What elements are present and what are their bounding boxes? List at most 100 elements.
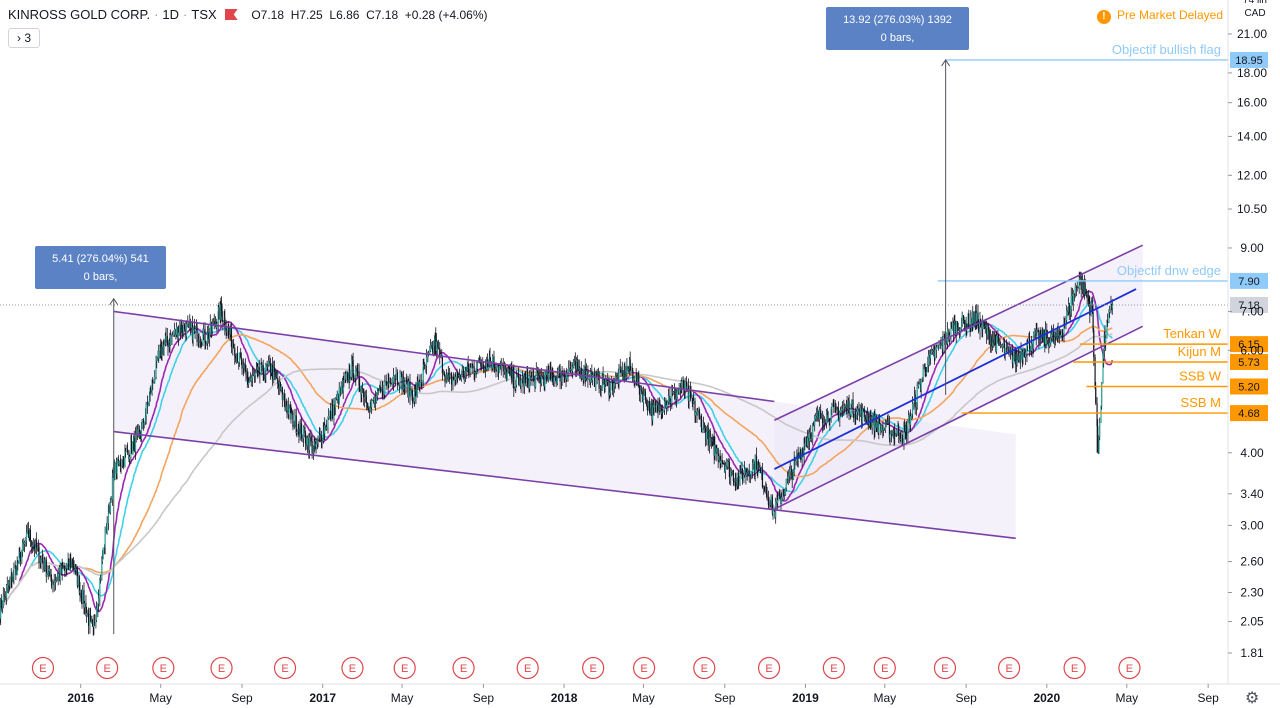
candle <box>648 400 650 411</box>
channel-upper-ascending[interactable] <box>774 244 1144 421</box>
candle-body <box>898 426 900 436</box>
candle <box>363 391 365 408</box>
earnings-marker[interactable]: E <box>31 656 55 680</box>
earnings-marker[interactable]: E <box>933 656 957 680</box>
candle-body <box>200 342 202 343</box>
candle <box>922 364 924 382</box>
candle-body <box>584 366 586 380</box>
candle-body <box>336 394 338 399</box>
earnings-marker[interactable]: E <box>1118 656 1141 680</box>
candle-body <box>137 429 139 431</box>
earnings-marker[interactable]: E <box>273 656 297 680</box>
candle <box>740 464 742 474</box>
earnings-marker[interactable]: E <box>210 656 233 680</box>
earnings-circle <box>582 656 605 680</box>
earnings-marker[interactable]: E <box>693 656 716 680</box>
earnings-marker[interactable]: E <box>873 656 896 680</box>
candle-body <box>827 411 829 420</box>
level-tag <box>1230 272 1268 289</box>
candle <box>849 413 852 420</box>
candle <box>33 539 35 558</box>
candle-body <box>841 409 843 411</box>
candle <box>336 390 338 404</box>
candle <box>927 349 930 373</box>
earnings-marker[interactable]: E <box>757 656 781 680</box>
candle-body <box>1109 309 1111 313</box>
level-kijun-m[interactable]: Kijun M5.73 <box>1073 344 1268 370</box>
candle-body <box>130 440 133 454</box>
level-ssb-m[interactable]: SSB M4.68 <box>961 395 1268 422</box>
level-tenkan-w[interactable]: Tenkan W6.15 <box>1079 326 1268 353</box>
candle-body <box>688 390 690 401</box>
candle <box>693 392 695 405</box>
candle-body <box>1086 294 1088 298</box>
earnings-marker[interactable]: E <box>1063 656 1086 680</box>
earnings-marker[interactable]: E <box>632 656 656 680</box>
earnings-marker[interactable]: E <box>393 656 416 680</box>
market-status[interactable]: ! Pre Market Delayed <box>1096 8 1223 24</box>
candle-body <box>564 375 566 377</box>
level-ssb-w[interactable]: SSB W5.20 <box>1086 368 1268 395</box>
candle <box>1103 348 1105 368</box>
candle-body <box>984 326 986 328</box>
flag-icon[interactable] <box>224 9 238 20</box>
channel-lower-descending[interactable] <box>113 430 1016 540</box>
earnings-marker[interactable]: E <box>96 656 119 680</box>
blue-trendline[interactable] <box>773 288 1137 470</box>
earnings-marker[interactable]: E <box>998 656 1021 680</box>
candle-body <box>735 478 737 487</box>
candle <box>896 429 898 437</box>
interval-label[interactable]: 1D <box>162 7 180 22</box>
earnings-marker[interactable]: E <box>452 656 475 680</box>
candle-body <box>164 339 166 345</box>
gear-icon[interactable]: ⚙ <box>1245 690 1260 707</box>
candle <box>995 333 997 353</box>
channel-upper-descending[interactable] <box>113 310 775 403</box>
candle-body <box>145 403 147 416</box>
earnings-marker[interactable]: E <box>341 656 364 680</box>
candle <box>531 371 533 381</box>
candle <box>81 593 83 609</box>
candle-body <box>749 474 752 477</box>
earnings-marker[interactable]: E <box>582 656 605 680</box>
earnings-marker[interactable]: E <box>152 656 175 680</box>
candle-body <box>1068 303 1070 314</box>
earnings-marker[interactable]: E <box>516 656 539 680</box>
symbol-name[interactable]: KINROSS GOLD CORP. <box>8 7 151 22</box>
candle-body <box>565 375 567 380</box>
candle <box>145 401 147 425</box>
candle-body <box>245 369 247 375</box>
candle-body <box>744 469 746 476</box>
candle-body <box>1008 348 1010 350</box>
candle <box>730 468 732 477</box>
candle-body <box>386 381 388 385</box>
candle <box>261 361 263 372</box>
indicators-toggle-button[interactable]: › 3 <box>8 28 40 48</box>
candle-body <box>1036 329 1038 331</box>
candle-body <box>351 360 353 378</box>
candle-body <box>901 438 903 440</box>
earnings-marker[interactable]: E <box>822 656 845 680</box>
candle-body <box>720 460 722 464</box>
candle <box>433 340 435 357</box>
channel-lower-ascending[interactable] <box>774 325 1144 510</box>
candle-body <box>1088 301 1090 303</box>
candle <box>465 366 467 379</box>
candle-body <box>1046 329 1048 340</box>
candle <box>300 417 303 442</box>
candle-body <box>1014 350 1016 360</box>
candle <box>383 393 385 400</box>
candle-body <box>922 368 924 378</box>
candle <box>40 555 42 570</box>
candle-body <box>855 414 857 419</box>
currency-label[interactable]: 74 linCAD <box>1232 0 1278 19</box>
trend-lines[interactable] <box>113 244 1144 540</box>
